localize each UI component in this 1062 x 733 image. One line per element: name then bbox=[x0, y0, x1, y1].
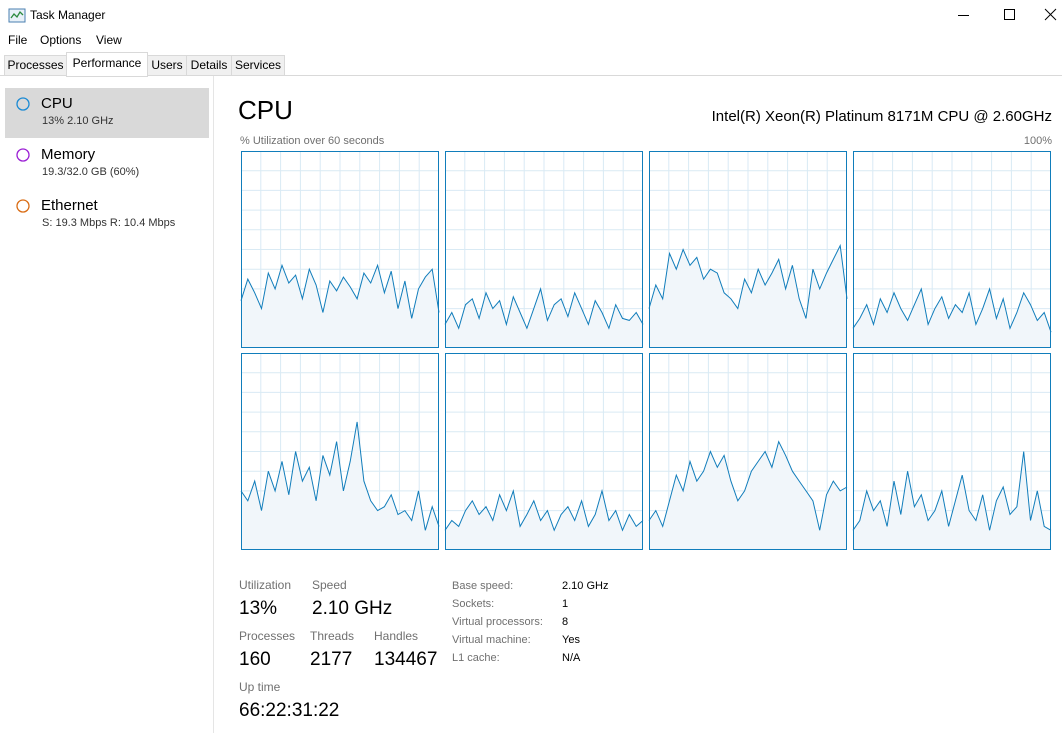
sidebar-item[interactable] bbox=[5, 88, 209, 138]
window-title: Task Manager bbox=[30, 8, 105, 22]
sidebar-selected bbox=[5, 88, 209, 138]
core-graph-border bbox=[649, 151, 847, 348]
stat-label: Threads bbox=[310, 629, 354, 643]
core-line bbox=[648, 440, 848, 531]
core-line bbox=[444, 287, 644, 330]
stat-value: 2177 bbox=[310, 649, 352, 670]
stat-label: Utilization bbox=[239, 578, 291, 592]
detail-label: Sockets: bbox=[452, 598, 494, 610]
tab[interactable] bbox=[231, 55, 285, 76]
core-graph-border bbox=[853, 151, 1051, 348]
sidebar-name: Ethernet bbox=[41, 197, 99, 214]
sidebar-detail: 13% 2.10 GHz bbox=[42, 115, 114, 127]
sidebar-item[interactable] bbox=[5, 190, 209, 240]
sidebar-name: Memory bbox=[41, 146, 96, 163]
cpu-model: Intel(R) Xeon(R) Platinum 8171M CPU @ 2.… bbox=[712, 108, 1052, 125]
tab-label[interactable]: Services bbox=[235, 58, 281, 72]
detail-label: Virtual machine: bbox=[452, 634, 531, 646]
stat-value: 2.10 GHz bbox=[312, 598, 392, 619]
core-area bbox=[445, 288, 643, 348]
graph-max-label: 100% bbox=[1024, 135, 1052, 147]
tab-label[interactable]: Users bbox=[151, 58, 182, 72]
core-line bbox=[444, 488, 644, 532]
detail-value: Yes bbox=[562, 634, 580, 646]
sidebar-name: CPU bbox=[41, 95, 73, 112]
graph-caption: % Utilization over 60 seconds bbox=[240, 135, 385, 147]
stat-label: Speed bbox=[312, 578, 347, 592]
core-graph-border bbox=[445, 151, 643, 348]
core-graph-border bbox=[241, 353, 439, 550]
app-icon bbox=[8, 8, 26, 23]
page-heading: CPU bbox=[238, 95, 293, 125]
core-line bbox=[852, 451, 1052, 531]
detail-value: N/A bbox=[562, 652, 581, 664]
tab-label[interactable]: Performance bbox=[73, 56, 142, 70]
tab-label[interactable]: Processes bbox=[7, 58, 63, 72]
stat-label: Handles bbox=[374, 629, 418, 643]
sidebar-icon bbox=[16, 97, 30, 111]
core-line bbox=[240, 421, 440, 531]
core-graph-border bbox=[241, 151, 439, 348]
menu-item[interactable]: File bbox=[8, 33, 28, 47]
detail-label: L1 cache: bbox=[452, 652, 500, 664]
sidebar-item[interactable] bbox=[5, 139, 209, 189]
core-area bbox=[445, 490, 643, 550]
sidebar-detail: 19.3/32.0 GB (60%) bbox=[42, 166, 139, 178]
stat-label: Processes bbox=[239, 629, 295, 643]
core-area bbox=[649, 245, 847, 348]
detail-label: Base speed: bbox=[452, 580, 513, 592]
core-graph-border bbox=[445, 353, 643, 550]
detail-value: 1 bbox=[562, 598, 568, 610]
core-area bbox=[649, 441, 847, 550]
sidebar-icon bbox=[16, 199, 30, 213]
stat-value: 160 bbox=[239, 649, 271, 670]
core-line bbox=[852, 287, 1052, 333]
tab[interactable] bbox=[66, 52, 148, 77]
close-button[interactable] bbox=[1044, 8, 1057, 21]
stat-value: 134467 bbox=[374, 649, 437, 670]
menu-item[interactable]: Options bbox=[40, 33, 81, 47]
tab-label[interactable]: Details bbox=[191, 58, 228, 72]
core-area bbox=[853, 451, 1051, 550]
stat-value: 66:22:31:22 bbox=[239, 700, 339, 721]
stat-label: Up time bbox=[239, 680, 281, 694]
core-line bbox=[648, 243, 848, 319]
core-area bbox=[241, 421, 439, 550]
detail-label: Virtual processors: bbox=[452, 616, 543, 628]
stat-value: 13% bbox=[239, 598, 277, 619]
maximize-button[interactable] bbox=[1004, 9, 1015, 20]
core-area bbox=[241, 265, 439, 348]
core-area bbox=[853, 288, 1051, 348]
core-graph-border bbox=[853, 353, 1051, 550]
detail-value: 8 bbox=[562, 616, 568, 628]
core-graph-border bbox=[649, 353, 847, 550]
core-line bbox=[240, 263, 440, 319]
sidebar-detail: S: 19.3 Mbps R: 10.4 Mbps bbox=[42, 217, 176, 229]
sidebar-icon bbox=[16, 148, 30, 162]
menu-item[interactable]: View bbox=[96, 33, 122, 47]
detail-value: 2.10 GHz bbox=[562, 580, 608, 592]
